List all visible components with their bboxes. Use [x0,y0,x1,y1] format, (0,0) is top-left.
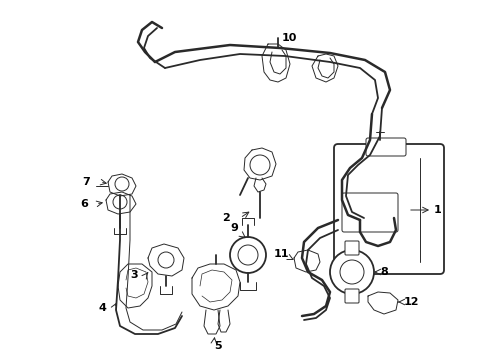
Circle shape [113,195,127,209]
Circle shape [330,250,374,294]
FancyBboxPatch shape [345,289,359,303]
Circle shape [115,177,129,191]
Circle shape [230,237,266,273]
FancyBboxPatch shape [334,144,444,274]
Text: 5: 5 [214,341,221,351]
Text: 6: 6 [80,199,88,209]
Circle shape [158,252,174,268]
Text: 9: 9 [230,223,238,233]
Text: 2: 2 [222,213,230,223]
Text: 8: 8 [380,267,388,277]
Text: 11: 11 [274,249,290,259]
Text: 10: 10 [282,33,297,43]
Text: 4: 4 [98,303,106,313]
FancyBboxPatch shape [342,193,398,232]
Circle shape [340,260,364,284]
Text: 7: 7 [82,177,90,187]
Circle shape [250,155,270,175]
Text: 12: 12 [404,297,419,307]
Text: 1: 1 [434,205,442,215]
Circle shape [238,245,258,265]
Text: 3: 3 [130,270,138,280]
FancyBboxPatch shape [345,241,359,255]
FancyBboxPatch shape [366,138,406,156]
